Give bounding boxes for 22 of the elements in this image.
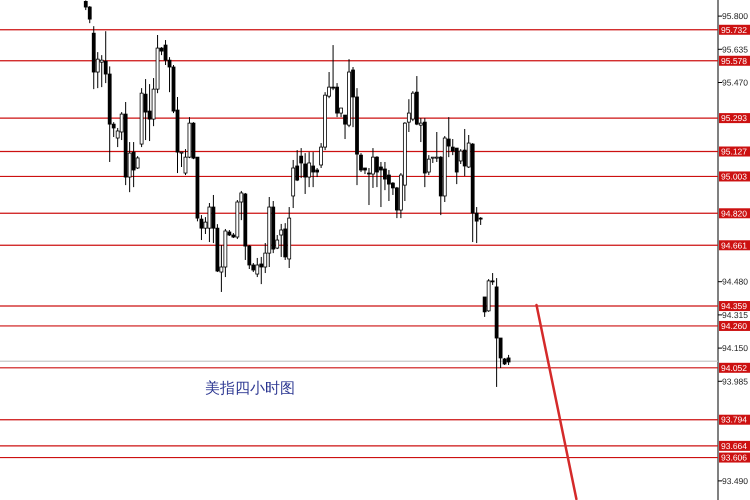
y-tick-label: 95.800 <box>722 11 748 22</box>
title: 美指四小时图 <box>205 379 295 397</box>
ref-line-label: 94.820 <box>721 208 748 218</box>
ref-line-label: 94.359 <box>721 301 748 312</box>
y-tick-label: 94.480 <box>722 276 748 287</box>
ref-line-label: 95.127 <box>721 146 748 157</box>
ref-line-label: 95.003 <box>721 171 748 182</box>
ref-line-label: 95.293 <box>721 113 748 124</box>
y-tick-label: 94.315 <box>722 310 748 320</box>
y-tick-label: 93.490 <box>722 476 748 486</box>
y-tick-label: 94.150 <box>722 343 748 354</box>
ref-line-label: 95.732 <box>721 24 748 35</box>
ref-line-label: 94.661 <box>721 240 748 250</box>
ref-line-label: 94.260 <box>721 320 748 331</box>
ref-line-label: 93.794 <box>721 414 748 425</box>
y-tick-label: 93.985 <box>722 376 748 386</box>
ref-line-label: 93.606 <box>721 452 748 463</box>
y-tick-label: 95.470 <box>722 77 748 88</box>
y-tick-label: 95.635 <box>722 44 748 54</box>
ref-line-label: 94.052 <box>721 362 748 373</box>
ref-line-label: 95.578 <box>721 56 748 66</box>
ref-line-label: 93.664 <box>721 440 748 451</box>
